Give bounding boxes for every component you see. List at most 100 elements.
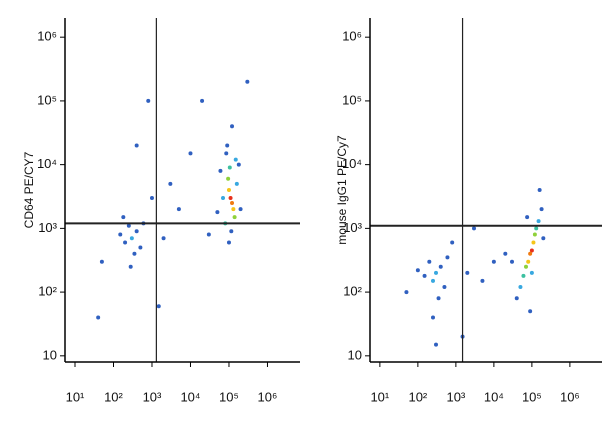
event-dot: [531, 240, 536, 245]
event-dot: [121, 215, 126, 220]
event-dot: [226, 240, 231, 245]
x-tick-label: 10⁶: [560, 389, 580, 404]
y-tick-label: 10⁴: [342, 156, 362, 171]
event-dot: [206, 232, 211, 237]
event-dot: [415, 268, 420, 273]
event-dot: [541, 236, 546, 241]
y-tick-label: 10: [348, 347, 362, 362]
event-dot: [528, 309, 533, 314]
event-dot: [404, 290, 409, 295]
event-dot: [123, 240, 128, 245]
event-dot: [539, 207, 544, 212]
event-dot: [134, 229, 139, 234]
event-dot: [99, 259, 104, 264]
event-dot: [227, 165, 232, 170]
event-dot: [434, 270, 439, 275]
x-tick-label: 10³: [446, 389, 465, 404]
event-dot: [232, 215, 237, 220]
x-tick-label: 10⁴: [484, 389, 504, 404]
event-dot: [534, 226, 539, 231]
event-dot: [245, 79, 250, 84]
event-dot: [430, 315, 435, 320]
event-dot: [226, 188, 231, 192]
event-dot: [529, 248, 534, 253]
y-tick-label: 10⁵: [342, 92, 362, 107]
event-dot: [523, 264, 528, 269]
event-dot: [503, 251, 508, 256]
event-dot: [430, 278, 435, 283]
event-dot: [525, 215, 530, 220]
event-dot: [450, 240, 455, 245]
event-dot: [224, 151, 229, 156]
event-dot: [132, 251, 137, 256]
event-dot: [128, 264, 133, 269]
y-tick-label: 10²: [343, 284, 362, 299]
event-dot: [236, 162, 241, 167]
x-tick-label: 10⁵: [219, 389, 239, 404]
y-tick-label: 10⁶: [342, 29, 362, 44]
y-tick-label: 10⁴: [37, 156, 57, 171]
event-dot: [536, 219, 541, 224]
y-tick-label: 10: [43, 347, 57, 362]
y-axis-label: CD64 PE/CY7: [22, 151, 36, 228]
event-dot: [168, 181, 173, 186]
event-dot: [465, 270, 470, 275]
y-tick-label: 10³: [38, 220, 57, 235]
event-dot: [218, 168, 223, 173]
event-dot: [529, 270, 534, 275]
event-dot: [221, 195, 226, 200]
event-dot: [233, 157, 238, 162]
x-tick-label: 10¹: [370, 389, 389, 404]
event-dot: [226, 176, 231, 181]
event-dot: [442, 285, 447, 290]
x-tick-label: 10⁶: [258, 389, 278, 404]
event-dot: [445, 255, 450, 260]
event-dot: [229, 229, 234, 234]
event-dot: [215, 210, 220, 215]
event-dot: [510, 259, 515, 264]
x-tick-label: 10¹: [66, 389, 85, 404]
event-dot: [161, 236, 166, 241]
event-dot: [528, 251, 533, 256]
event-dot: [234, 181, 239, 186]
event-dot: [126, 223, 131, 228]
event-dot: [176, 207, 181, 212]
event-dot: [156, 304, 161, 309]
event-dot: [230, 124, 235, 129]
event-dot: [436, 296, 441, 301]
event-dot: [480, 278, 485, 283]
event-dot: [96, 315, 101, 320]
event-dot: [238, 207, 243, 212]
event-dot: [129, 236, 134, 241]
event-dot: [225, 143, 230, 148]
event-dot: [491, 259, 496, 264]
event-dot: [434, 342, 439, 347]
event-dot: [427, 259, 432, 264]
event-dot: [146, 98, 151, 103]
event-dot: [521, 273, 526, 278]
event-dot: [518, 285, 523, 290]
x-tick-label: 10²: [104, 389, 123, 404]
y-tick-label: 10⁵: [37, 92, 57, 107]
y-axis-label: mouse IgG1 PE/Cy7: [335, 135, 349, 245]
event-dot: [138, 245, 143, 250]
y-tick-label: 10²: [38, 284, 57, 299]
x-tick-label: 10⁵: [522, 389, 542, 404]
event-dot: [472, 226, 477, 231]
event-dot: [438, 264, 443, 269]
x-tick-label: 10³: [143, 389, 162, 404]
event-dot: [532, 232, 537, 237]
y-tick-label: 10⁶: [37, 29, 57, 44]
event-dot: [422, 273, 427, 278]
event-dot: [134, 143, 139, 148]
y-tick-label: 10³: [343, 220, 362, 235]
event-dot: [514, 296, 519, 301]
x-tick-label: 10²: [408, 389, 427, 404]
event-dot: [231, 207, 236, 212]
event-dot: [526, 259, 531, 264]
event-dot: [118, 232, 123, 237]
event-dot: [149, 195, 154, 200]
event-dot: [228, 195, 233, 200]
event-dot: [200, 98, 205, 103]
